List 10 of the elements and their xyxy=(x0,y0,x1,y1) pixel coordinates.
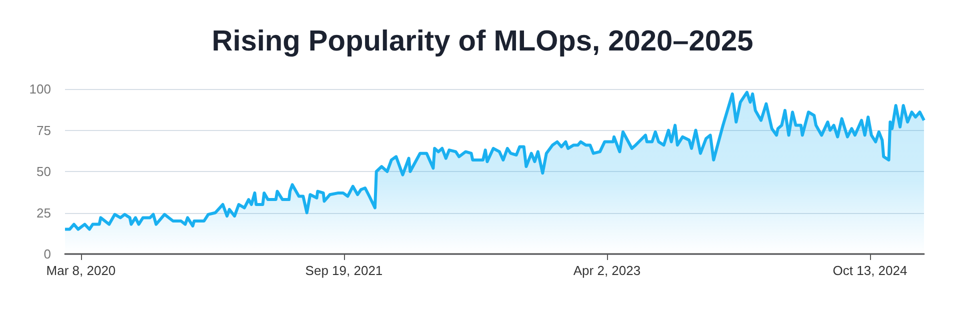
chart-title: Rising Popularity of MLOps, 2020–2025 xyxy=(212,26,754,58)
y-tick-label: 25 xyxy=(36,205,51,220)
x-tick-label: Sep 19, 2021 xyxy=(305,263,383,278)
y-tick-label: 75 xyxy=(36,122,51,138)
y-tick-label: 50 xyxy=(36,164,51,179)
x-tick-label: Mar 8, 2020 xyxy=(46,263,116,278)
y-tick-label: 100 xyxy=(29,82,51,96)
y-tick-label: 0 xyxy=(44,246,51,262)
x-tick-label: Apr 2, 2023 xyxy=(573,263,641,278)
x-tick-label: Oct 13, 2024 xyxy=(832,263,908,278)
